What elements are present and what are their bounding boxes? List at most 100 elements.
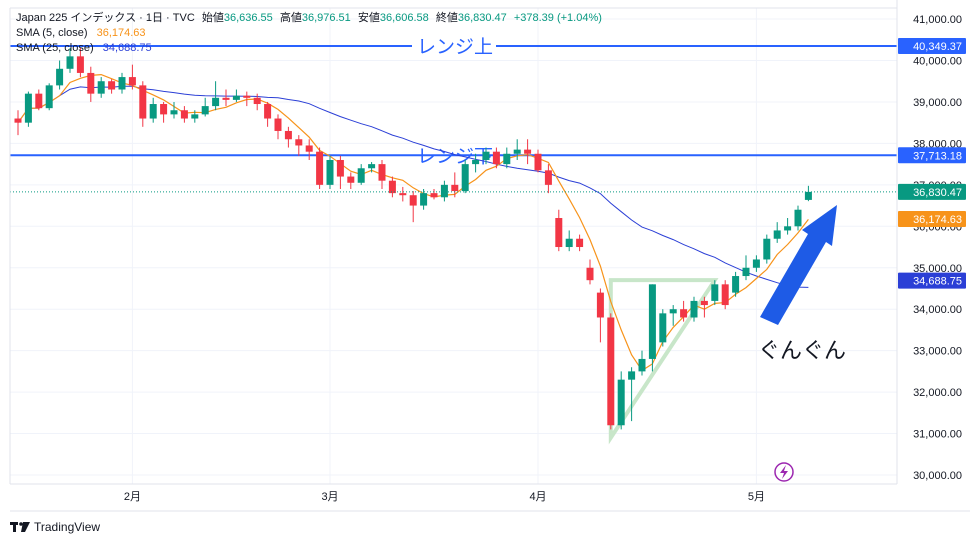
- candle-body: [503, 153, 511, 165]
- candle: [586, 259, 594, 285]
- candle-body: [108, 81, 116, 90]
- triangle-drawing: [608, 278, 719, 445]
- candle-body: [492, 151, 500, 165]
- candle-body: [357, 168, 365, 183]
- y-tick-label: 32,000.00: [913, 387, 962, 399]
- candle: [149, 97, 157, 123]
- candle: [139, 81, 147, 127]
- candle-body: [316, 151, 324, 185]
- candle: [513, 139, 521, 160]
- candle: [596, 288, 604, 343]
- candle-body: [804, 191, 812, 200]
- candle: [56, 60, 64, 90]
- price-label-box: [898, 183, 966, 200]
- x-tick-label: 2月: [124, 491, 141, 503]
- candle-body: [139, 85, 147, 119]
- change-value: +378.39 (+1.04%): [513, 12, 602, 24]
- x-tick-label: 5月: [748, 491, 765, 503]
- annotations: ぐんぐん: [758, 338, 846, 482]
- symbol-title[interactable]: Japan 225 インデックス · 1日 · TVC: [16, 12, 195, 24]
- candle-body: [420, 193, 428, 206]
- sma25-line: [17, 85, 809, 288]
- candle-body: [191, 114, 199, 119]
- candle-body: [576, 238, 584, 248]
- axes: 30,000.00 31,000.00 32,000.00 33,000.00 34,0…: [9, 0, 970, 512]
- candle-body: [232, 95, 240, 100]
- legend-ohlc-row: Japan 225 インデックス · 1日 · TVC 始値36,636.55 …: [16, 11, 602, 26]
- legend-sma25-row[interactable]: SMA (25, close) 34,688.75: [16, 41, 602, 56]
- legend-sma5-row[interactable]: SMA (5, close) 36,174.63: [16, 26, 602, 41]
- candle-body: [451, 184, 459, 192]
- candle-body: [617, 379, 625, 426]
- candle: [170, 101, 178, 119]
- sma25-label: SMA (25, close): [16, 42, 94, 54]
- candle-body: [773, 230, 781, 239]
- candle-body: [409, 195, 417, 206]
- candle-body: [721, 284, 729, 306]
- candle: [118, 72, 126, 94]
- candle: [607, 313, 615, 430]
- price-label-text: 37,713.18: [913, 150, 962, 162]
- candle: [430, 188, 438, 200]
- candle-body: [586, 267, 594, 281]
- sma5-line: [17, 73, 809, 372]
- candle: [690, 296, 698, 322]
- candle-body: [388, 180, 396, 194]
- candle-body: [607, 317, 615, 426]
- candle: [368, 162, 376, 173]
- price-label-box: [898, 272, 966, 289]
- lightning-icon[interactable]: [774, 462, 794, 482]
- candle: [784, 218, 792, 235]
- candle: [617, 371, 625, 430]
- lightning-icon-bolt: [780, 465, 788, 479]
- candle: [180, 106, 188, 123]
- candle-body: [118, 77, 126, 90]
- candle: [232, 89, 240, 102]
- open-value: 36,636.55: [223, 12, 273, 24]
- candle: [347, 172, 355, 189]
- high-label: 高値: [279, 12, 302, 24]
- candle: [201, 97, 209, 117]
- candle-body: [555, 218, 563, 248]
- candle: [316, 147, 324, 189]
- candle: [378, 159, 386, 189]
- candle: [794, 205, 802, 231]
- candle-body: [461, 164, 469, 192]
- candle-body: [128, 77, 136, 86]
- candle-body: [76, 56, 84, 73]
- candle-body: [524, 149, 532, 154]
- range-label: レンジ下: [417, 146, 493, 167]
- candle: [534, 149, 542, 173]
- close-label: 終値: [435, 12, 458, 24]
- candle: [472, 153, 480, 173]
- candle: [576, 234, 584, 252]
- candle: [305, 139, 313, 160]
- candle-body: [160, 104, 168, 115]
- candle-body: [752, 259, 760, 268]
- y-tick-label: 33,000.00: [913, 346, 962, 358]
- x-tick-label: 4月: [529, 491, 546, 503]
- candle: [97, 77, 105, 98]
- annotation-text: ぐんぐん: [758, 338, 846, 363]
- y-tick-label: 41,000.00: [913, 14, 962, 26]
- candle-body: [24, 93, 32, 123]
- price-label-text: 34,688.75: [913, 276, 962, 288]
- candle-body: [700, 300, 708, 306]
- candle: [409, 191, 417, 223]
- candle-body: [659, 313, 667, 343]
- price-label-text: 40,349.37: [913, 41, 962, 53]
- sma25-value: 34,688.75: [102, 42, 152, 54]
- candle: [253, 93, 261, 111]
- candle-body: [87, 72, 95, 94]
- sma5-value: 36,174.63: [96, 27, 146, 39]
- sma5-label: SMA (5, close): [16, 27, 88, 39]
- candle: [24, 91, 32, 127]
- candle-body: [180, 110, 188, 119]
- tradingview-footer[interactable]: TradingView: [10, 520, 100, 534]
- candle: [659, 309, 667, 347]
- candle-body: [565, 238, 573, 248]
- candle-body: [326, 159, 334, 185]
- candle: [336, 155, 344, 189]
